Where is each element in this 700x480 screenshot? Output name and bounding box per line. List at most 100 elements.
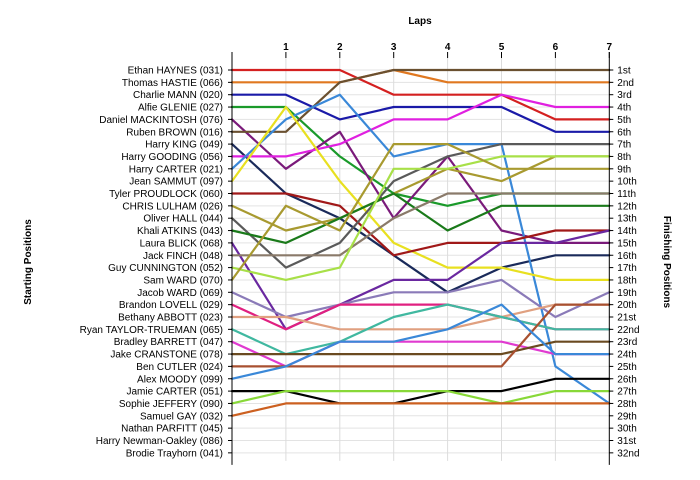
series-line — [230, 155, 611, 232]
finishing-position-label: 8th — [617, 152, 631, 163]
lap-tick-label: 5 — [499, 42, 505, 53]
series-line — [230, 155, 611, 281]
series-line — [230, 93, 611, 405]
series-line — [230, 278, 611, 319]
finishing-position-label: 10th — [617, 177, 636, 188]
series-line — [230, 303, 611, 331]
finishing-position-label: 21st — [617, 313, 636, 324]
driver-label: Bradley BARRETT (047) — [114, 337, 223, 348]
finishing-position-label: 2nd — [617, 78, 634, 89]
driver-label: Brodie Trayhorn (041) — [126, 448, 223, 459]
driver-labels: Ethan HAYNES (031)Thomas HASTIE (066)Cha… — [80, 66, 223, 460]
finishing-position-label: 19th — [617, 288, 636, 299]
lap-tick-labels: 1 2 3 4 5 6 7 — [283, 42, 612, 53]
driver-label: Harry Newman-Oakley (086) — [96, 436, 223, 447]
lap-tick-label: 1 — [283, 42, 289, 53]
left-axis-title: Starting Positions — [23, 219, 34, 305]
series-line — [230, 93, 611, 158]
finishing-position-label: 30th — [617, 424, 636, 435]
driver-label: Brandon LOVELL (029) — [119, 300, 223, 311]
finishing-position-label: 18th — [617, 275, 636, 286]
finishing-position-label: 23rd — [617, 337, 637, 348]
finishing-position-label: 25th — [617, 362, 636, 373]
series-line — [230, 303, 611, 380]
series-line — [230, 192, 611, 244]
driver-label: Harry GOODING (056) — [121, 152, 223, 163]
lap-tick-label: 3 — [391, 42, 397, 53]
driver-label: Alfie GLENIE (027) — [138, 103, 223, 114]
driver-label: Alex MOODY (099) — [137, 374, 223, 385]
driver-label: Guy CUNNINGTON (052) — [108, 263, 223, 274]
series-line — [230, 377, 611, 405]
lap-tick-label: 6 — [553, 42, 559, 53]
x-axis-title: Laps — [408, 16, 432, 27]
series-line — [230, 192, 611, 257]
series-lines — [230, 68, 611, 417]
series-line — [230, 402, 611, 417]
finishing-position-label: 13th — [617, 214, 636, 225]
driver-label: Khali ATKINS (043) — [137, 226, 223, 237]
finishing-position-label: 15th — [617, 238, 636, 249]
driver-label: Harry CARTER (021) — [129, 164, 223, 175]
driver-label: CHRIS LULHAM (026) — [122, 201, 223, 212]
series-line — [230, 93, 611, 133]
driver-label: Oliver HALL (044) — [143, 214, 223, 225]
driver-label: Jack FINCH (048) — [143, 251, 223, 262]
driver-label: Thomas HASTIE (066) — [122, 78, 223, 89]
finishing-position-label: 24th — [617, 350, 636, 361]
finishing-position-label: 28th — [617, 399, 636, 410]
series-line — [230, 105, 611, 281]
finishing-position-label: 9th — [617, 164, 631, 175]
finishing-position-label: 11th — [617, 189, 636, 200]
series-line — [230, 118, 611, 244]
driver-label: Jake CRANSTONE (078) — [110, 350, 223, 361]
finishing-position-label: 5th — [617, 115, 631, 126]
driver-label: Bethany ABBOTT (023) — [118, 313, 223, 324]
finishing-position-label: 12th — [617, 201, 636, 212]
driver-label: Nathan PARFITT (045) — [121, 424, 223, 435]
finishing-position-label: 22nd — [617, 325, 639, 336]
finishing-position-label: 6th — [617, 127, 631, 138]
axes — [228, 52, 614, 465]
driver-label: Harry KING (049) — [145, 140, 223, 151]
finishing-position-label: 17th — [617, 263, 636, 274]
finishing-position-label: 16th — [617, 251, 636, 262]
finishing-position-label: 3rd — [617, 90, 631, 101]
finishing-position-label: 27th — [617, 387, 636, 398]
driver-label: Ruben BROWN (016) — [126, 127, 223, 138]
finishing-position-label: 31st — [617, 436, 636, 447]
driver-label: Sam WARD (070) — [143, 275, 223, 286]
series-line — [230, 390, 611, 405]
lap-tick-label: 4 — [445, 42, 451, 53]
finishing-position-label: 29th — [617, 411, 636, 422]
driver-label: Charlie MANN (020) — [133, 90, 223, 101]
series-line — [230, 192, 611, 257]
driver-label: Jacob WARD (069) — [137, 288, 223, 299]
finishing-position-label: 14th — [617, 226, 636, 237]
series-line — [230, 143, 611, 294]
driver-label: Samuel GAY (032) — [140, 411, 223, 422]
series-line — [230, 303, 611, 368]
driver-label: Daniel MACKINTOSH (076) — [99, 115, 223, 126]
driver-label: Laura BLICK (068) — [140, 238, 223, 249]
driver-label: Ben CUTLER (024) — [136, 362, 223, 373]
series-line — [230, 340, 611, 356]
finishing-position-label: 1st — [617, 66, 631, 77]
series-line — [230, 303, 611, 356]
lap-tick-label: 2 — [337, 42, 343, 53]
lap-tick-label: 7 — [607, 42, 613, 53]
driver-label: Ryan TAYLOR-TRUEMAN (065) — [80, 325, 223, 336]
finishing-position-label: 32nd — [617, 448, 639, 459]
driver-label: Tyler PROUDLOCK (060) — [109, 189, 223, 200]
finishing-position-label: 26th — [617, 374, 636, 385]
series-line — [230, 143, 611, 281]
driver-label: Jamie CARTER (051) — [126, 387, 223, 398]
finishing-position-label: 20th — [617, 300, 636, 311]
series-line — [230, 68, 611, 133]
series-line — [230, 68, 611, 121]
driver-label: Jean SAMMUT (097) — [129, 177, 223, 188]
driver-label: Sophie JEFFERY (090) — [119, 399, 223, 410]
finishing-position-label: 7th — [617, 140, 631, 151]
